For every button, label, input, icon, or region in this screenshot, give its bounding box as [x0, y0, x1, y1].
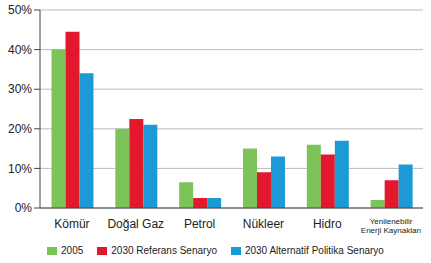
html-text:2030 Alternatif Politika Senar: 2030 Alternatif Politika Senaryo	[244, 245, 384, 256]
svg-text:Petrol: Petrol	[184, 217, 215, 231]
html-text:2005: 2005	[61, 245, 84, 256]
svg-text:Nükleer: Nükleer	[243, 217, 284, 231]
svg-text:Hidro: Hidro	[313, 217, 342, 231]
svg-text:30%: 30%	[8, 82, 32, 96]
svg-text:50%: 50%	[8, 3, 32, 17]
svg-text:10%: 10%	[8, 162, 32, 176]
svg-text:20%: 20%	[8, 122, 32, 136]
svg-text:0%: 0%	[15, 201, 33, 215]
svg-text:40%: 40%	[8, 43, 32, 57]
svg-text:YenilenebilirEnerji Kaynakları: YenilenebilirEnerji Kaynakları	[361, 217, 421, 235]
html-text:2030 Referans Senaryo: 2030 Referans Senaryo	[111, 245, 217, 256]
svg-text:Doğal Gaz: Doğal Gaz	[107, 217, 164, 231]
svg-text:Kömür: Kömür	[54, 217, 89, 231]
